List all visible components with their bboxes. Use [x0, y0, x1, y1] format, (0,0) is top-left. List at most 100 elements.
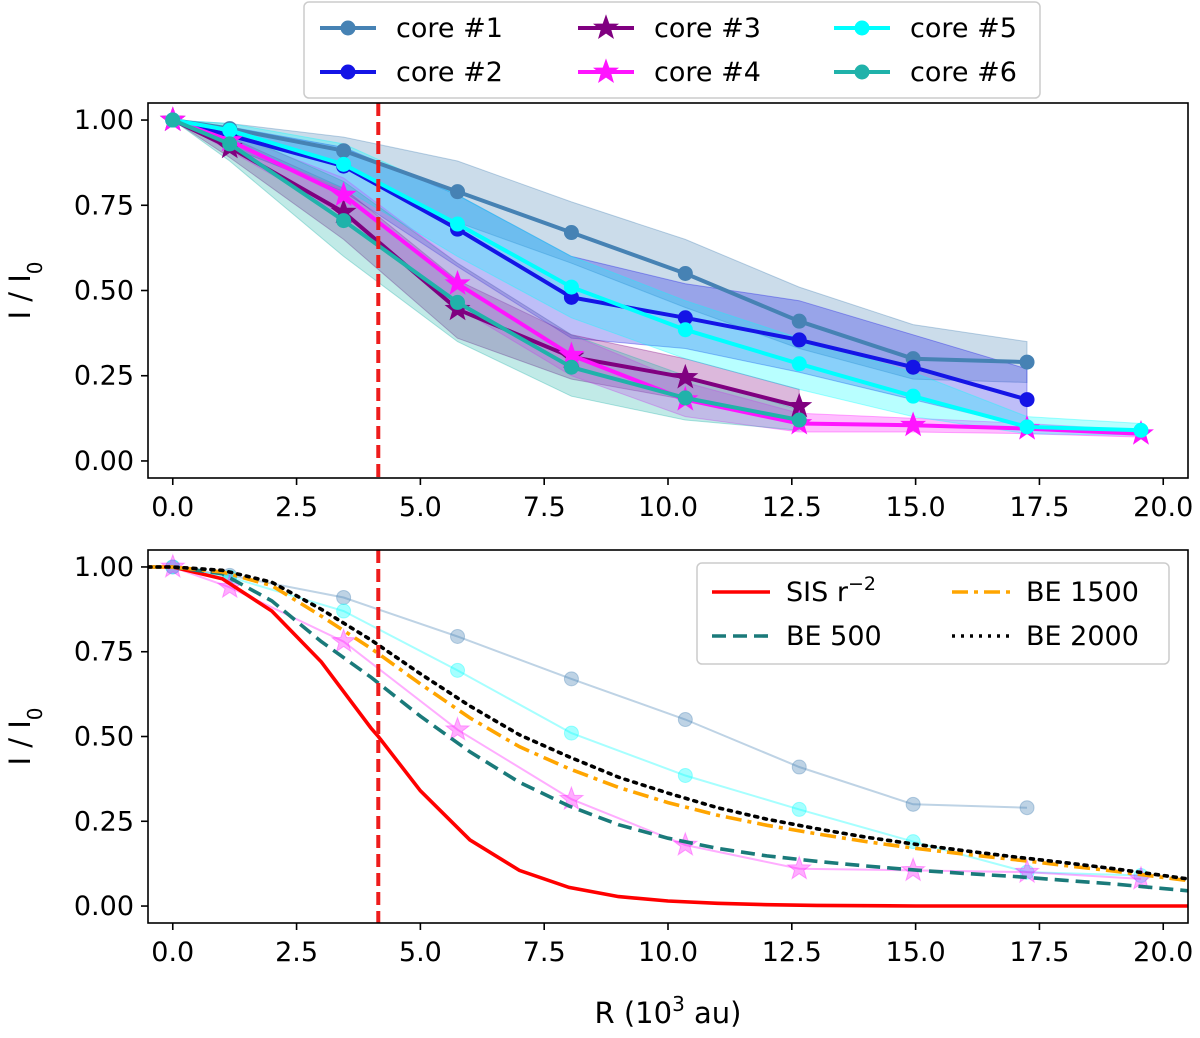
x-tick-label: 20.0 [1133, 937, 1193, 968]
data-point [905, 359, 921, 375]
x-tick-label: 17.5 [1009, 492, 1069, 523]
y-tick-label: 1.00 [74, 552, 134, 583]
y-tick-label: 0.25 [74, 806, 134, 837]
x-tick-label: 17.5 [1009, 937, 1069, 968]
y-tick-label: 0.00 [74, 446, 134, 477]
y-axis-title: I / I0 [3, 261, 47, 319]
data-point [677, 390, 693, 406]
data-point [222, 122, 238, 138]
x-tick-label: 0.0 [151, 937, 194, 968]
x-tick-label: 7.5 [523, 492, 566, 523]
overlay-point [330, 627, 357, 653]
overlay-point [558, 785, 585, 811]
overlay-point [677, 767, 693, 783]
legend-frame [696, 562, 1170, 665]
overlay-point [1014, 858, 1040, 884]
data-point [450, 184, 466, 200]
legend-marker [592, 58, 620, 83]
y-axis: 0.00 0.25 0.50 0.75 1.00 [74, 105, 148, 477]
x-tick-label: 10.0 [638, 937, 698, 968]
legend-label: core #4 [654, 57, 761, 88]
model-line-2 [148, 565, 1188, 893]
overlay-point [336, 589, 352, 605]
overlay-point [336, 603, 352, 619]
legend-label: core #6 [910, 57, 1017, 88]
x-tick-label: 7.5 [523, 937, 566, 968]
x-tick-label: 0.0 [151, 492, 194, 523]
x-axis-title: R (103 au) [594, 992, 741, 1030]
data-point [563, 279, 579, 295]
y-tick-label: 0.25 [74, 361, 134, 392]
y-tick-label: 0.50 [74, 722, 134, 753]
x-tick-label: 5.0 [399, 492, 442, 523]
data-point [791, 412, 807, 428]
data-point [450, 216, 466, 232]
x-axis: 0.0 2.5 5.0 7.5 10.0 12.5 15.0 17.5 20.0 [151, 923, 1193, 968]
data-point [791, 356, 807, 372]
data-point [563, 359, 579, 375]
legend-marker [854, 64, 870, 80]
data-point [1019, 354, 1035, 370]
legend-marker [340, 20, 356, 36]
legend-label: core #1 [396, 13, 503, 44]
data-point [336, 143, 352, 159]
data-point [900, 411, 927, 437]
data-point [450, 294, 466, 310]
x-tick-label: 10.0 [638, 492, 698, 523]
data-point [791, 332, 807, 348]
overlay-point [563, 671, 579, 687]
x-tick-label: 15.0 [886, 937, 946, 968]
legend-label: BE 1500 [1026, 577, 1139, 608]
x-axis: 0.0 2.5 5.0 7.5 10.0 12.5 15.0 17.5 20.0 [151, 478, 1193, 523]
x-tick-label: 2.5 [275, 492, 318, 523]
data-point [791, 313, 807, 329]
legend-label: BE 500 [786, 621, 882, 652]
x-tick-label: 2.5 [275, 937, 318, 968]
panel-top: 0.0 2.5 5.0 7.5 10.0 12.5 15.0 17.5 20.0 0.00 0.25… [3, 1, 1193, 523]
data-point [330, 181, 357, 207]
model-line-3 [148, 565, 1188, 883]
plot-area [159, 106, 1154, 445]
data-point [672, 363, 699, 389]
overlay-point [444, 716, 471, 741]
overlay-point [450, 628, 466, 644]
data-point [1133, 422, 1149, 438]
data-point [905, 388, 921, 404]
model-line-4 [148, 565, 1188, 881]
data-point [1019, 392, 1035, 408]
overlay-point [791, 801, 807, 817]
data-point [1019, 419, 1035, 435]
x-tick-label: 20.0 [1133, 492, 1193, 523]
data-point [222, 136, 238, 152]
y-tick-label: 1.00 [74, 105, 134, 136]
data-point [336, 213, 352, 229]
legend-label: core #3 [654, 13, 761, 44]
data-point [165, 112, 181, 128]
x-tick-label: 12.5 [762, 492, 822, 523]
legend-label: core #5 [910, 13, 1017, 44]
x-tick-label: 12.5 [762, 937, 822, 968]
legend-marker [854, 20, 870, 36]
panel-bottom: 0.0 2.5 5.0 7.5 10.0 12.5 15.0 17.5 20.0 0.00 0.25… [3, 549, 1193, 1030]
data-point [336, 156, 352, 172]
overlay-point [450, 662, 466, 678]
overlay-point [791, 759, 807, 775]
y-axis-title: I / I0 [3, 707, 47, 765]
legend-label: SIS r−2 [786, 573, 876, 608]
y-tick-label: 0.00 [74, 891, 134, 922]
legend: core #1 core #2 core #3 core #4 core #5 core … [303, 1, 1041, 99]
data-point [444, 270, 471, 295]
y-tick-label: 0.50 [74, 276, 134, 307]
overlay-point [786, 855, 813, 880]
series-line-4 [172, 118, 1142, 436]
legend-marker [592, 14, 620, 39]
data-point [677, 265, 693, 281]
overlay-point [677, 712, 693, 728]
legend: SIS r−2 BE 500 BE 1500 BE 2000 [696, 562, 1170, 665]
data-point [677, 322, 693, 338]
overlay-point [563, 725, 579, 741]
model-line-1 [148, 565, 1188, 908]
overlay-point [672, 831, 699, 856]
y-tick-label: 0.75 [74, 637, 134, 668]
